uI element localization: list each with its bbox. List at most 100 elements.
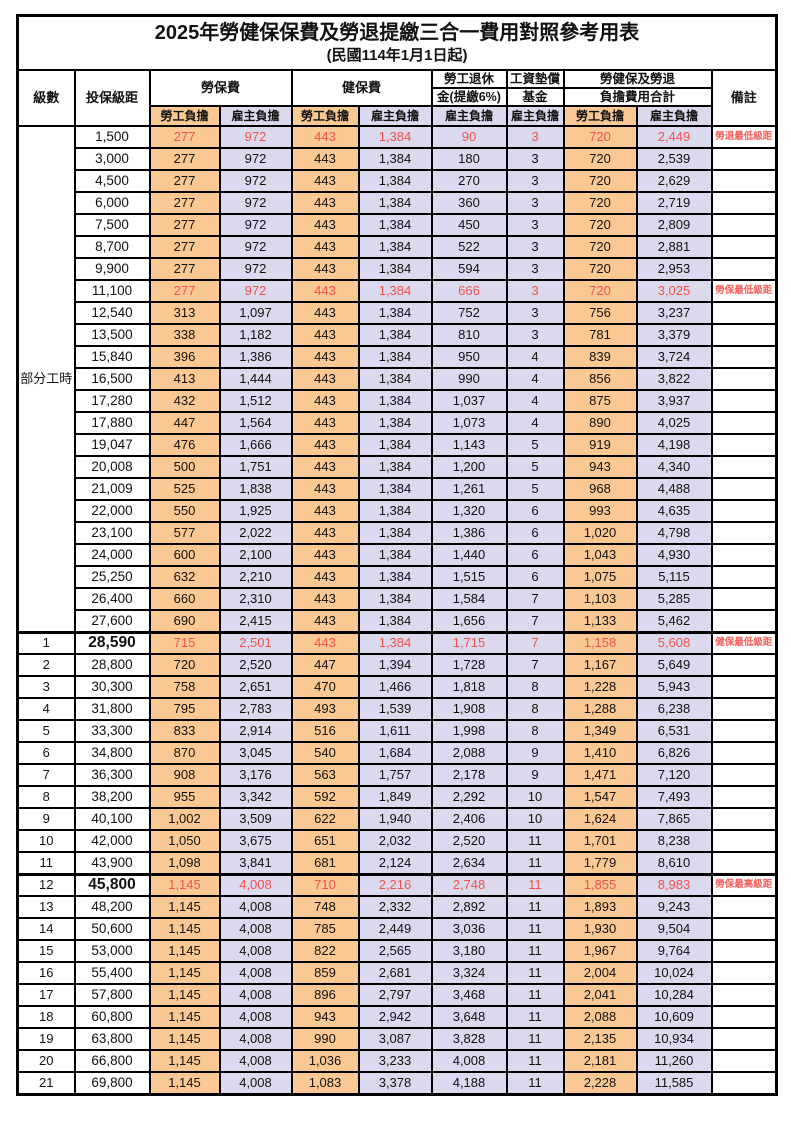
value-cell: 2,748 bbox=[430, 872, 508, 897]
value-cell: 360 bbox=[430, 191, 508, 215]
value-cell: 1,384 bbox=[357, 279, 433, 303]
remark-cell bbox=[710, 323, 778, 347]
value-cell: 1,002 bbox=[148, 807, 221, 831]
value-cell: 2,088 bbox=[562, 1005, 638, 1029]
bracket-cell: 24,000 bbox=[73, 543, 151, 567]
value-cell: 443 bbox=[290, 301, 360, 325]
value-cell: 5,285 bbox=[635, 587, 713, 611]
value-cell: 1,145 bbox=[148, 917, 221, 941]
value-cell: 11 bbox=[505, 829, 565, 853]
value-cell: 577 bbox=[148, 521, 221, 545]
table-row: 部分工時 1,500 277 972 443 1,384 90 3 720 2,449 勞退最低級距 bbox=[16, 125, 778, 633]
table-row: 7 36,300 908 3,176 563 1,757 2,178 9 1,471 7,120 bbox=[16, 763, 778, 787]
value-cell: 2,041 bbox=[562, 983, 638, 1007]
premium-reference-sheet: 2025年勞健保保費及勞退提繳三合一費用對照參考用表 (民國114年1月1日起)… bbox=[16, 14, 779, 1096]
value-cell: 9 bbox=[505, 763, 565, 787]
table-row: 4,500 277 972 443 1,384 270 3 720 2,629 bbox=[18, 169, 778, 193]
value-cell: 3,509 bbox=[218, 807, 293, 831]
bracket-cell: 11,100 bbox=[73, 279, 151, 303]
value-cell: 500 bbox=[148, 455, 221, 479]
value-cell: 525 bbox=[148, 477, 221, 501]
value-cell: 443 bbox=[290, 477, 360, 501]
title-row: 2025年勞健保保費及勞退提繳三合一費用對照參考用表 (民國114年1月1日起) bbox=[16, 14, 778, 71]
col-header-wage-fund-line1: 工資墊償 bbox=[505, 69, 565, 89]
remark-cell bbox=[710, 1071, 778, 1095]
value-cell: 7,493 bbox=[635, 785, 713, 809]
value-cell: 2,135 bbox=[562, 1027, 638, 1051]
value-cell: 563 bbox=[290, 763, 360, 787]
value-cell: 432 bbox=[148, 389, 221, 413]
bracket-cell: 19,047 bbox=[73, 433, 151, 457]
value-cell: 720 bbox=[562, 191, 638, 215]
level-cell: 11 bbox=[16, 851, 76, 875]
value-cell: 7 bbox=[505, 653, 565, 677]
table-row: 8 38,200 955 3,342 592 1,849 2,292 10 1,547 7,493 bbox=[16, 785, 778, 809]
value-cell: 1,158 bbox=[562, 630, 638, 655]
value-cell: 990 bbox=[430, 367, 508, 391]
value-cell: 839 bbox=[562, 345, 638, 369]
col-header-total-line2: 負擔費用合計 bbox=[562, 87, 713, 107]
value-cell: 2,719 bbox=[635, 191, 713, 215]
value-cell: 6 bbox=[505, 565, 565, 589]
value-cell: 4 bbox=[505, 389, 565, 413]
value-cell: 1,384 bbox=[357, 389, 433, 413]
value-cell: 1,384 bbox=[357, 630, 433, 655]
value-cell: 2,332 bbox=[357, 895, 433, 919]
bracket-cell: 30,300 bbox=[73, 675, 151, 699]
table-row: 5 33,300 833 2,914 516 1,611 1,998 8 1,349 6,531 bbox=[16, 719, 778, 743]
value-cell: 1,394 bbox=[357, 653, 433, 677]
value-cell: 9,504 bbox=[635, 917, 713, 941]
bracket-cell: 27,600 bbox=[73, 609, 151, 633]
page-subtitle: (民國114年1月1日起) bbox=[326, 47, 468, 64]
value-cell: 710 bbox=[290, 872, 360, 897]
table-row: 6,000 277 972 443 1,384 360 3 720 2,719 bbox=[18, 191, 778, 215]
value-cell: 10,024 bbox=[635, 961, 713, 985]
value-cell: 1,440 bbox=[430, 543, 508, 567]
table-row: 19,047 476 1,666 443 1,384 1,143 5 919 4,198 bbox=[18, 433, 778, 457]
value-cell: 443 bbox=[290, 630, 360, 655]
value-cell: 2,292 bbox=[430, 785, 508, 809]
value-cell: 785 bbox=[290, 917, 360, 941]
value-cell: 2,953 bbox=[635, 257, 713, 281]
header-row-1: 級數 投保級距 勞保費 健保費 勞工退休 工資墊償 勞健保及勞退 備註 bbox=[16, 69, 778, 127]
value-cell: 859 bbox=[290, 961, 360, 985]
value-cell: 1,020 bbox=[562, 521, 638, 545]
value-cell: 443 bbox=[290, 279, 360, 303]
value-cell: 443 bbox=[290, 367, 360, 391]
value-cell: 752 bbox=[430, 301, 508, 325]
value-cell: 7 bbox=[505, 587, 565, 611]
value-cell: 1,384 bbox=[357, 543, 433, 567]
value-cell: 11 bbox=[505, 851, 565, 875]
value-cell: 5 bbox=[505, 477, 565, 501]
value-cell: 1,133 bbox=[562, 609, 638, 633]
remark-cell bbox=[710, 147, 778, 171]
value-cell: 6,826 bbox=[635, 741, 713, 765]
value-cell: 1,925 bbox=[218, 499, 293, 523]
value-cell: 1,967 bbox=[562, 939, 638, 963]
value-cell: 3 bbox=[505, 147, 565, 171]
value-cell: 908 bbox=[148, 763, 221, 787]
value-cell: 6 bbox=[505, 499, 565, 523]
value-cell: 10,934 bbox=[635, 1027, 713, 1051]
value-cell: 1,145 bbox=[148, 961, 221, 985]
value-cell: 2,088 bbox=[430, 741, 508, 765]
value-cell: 3,342 bbox=[218, 785, 293, 809]
value-cell: 7,120 bbox=[635, 763, 713, 787]
subheader-total-employer: 雇主負擔 bbox=[635, 105, 713, 127]
value-cell: 1,471 bbox=[562, 763, 638, 787]
remark-cell bbox=[710, 433, 778, 457]
value-cell: 11 bbox=[505, 1027, 565, 1051]
value-cell: 11 bbox=[505, 961, 565, 985]
bracket-cell: 28,800 bbox=[73, 653, 151, 677]
table-row: 13 48,200 1,145 4,008 748 2,332 2,892 11 1,893 9,… bbox=[16, 895, 778, 919]
table-row: 3 30,300 758 2,651 470 1,466 1,818 8 1,228 5,943 bbox=[16, 675, 778, 699]
table-row: 10 42,000 1,050 3,675 651 2,032 2,520 11 1,701 8,… bbox=[16, 829, 778, 853]
remark-cell bbox=[710, 411, 778, 435]
value-cell: 600 bbox=[148, 543, 221, 567]
table-row: 13,500 338 1,182 443 1,384 810 3 781 3,379 bbox=[18, 323, 778, 347]
value-cell: 522 bbox=[430, 235, 508, 259]
value-cell: 450 bbox=[430, 213, 508, 237]
level-cell: 19 bbox=[16, 1027, 76, 1051]
value-cell: 1,666 bbox=[218, 433, 293, 457]
value-cell: 10,284 bbox=[635, 983, 713, 1007]
